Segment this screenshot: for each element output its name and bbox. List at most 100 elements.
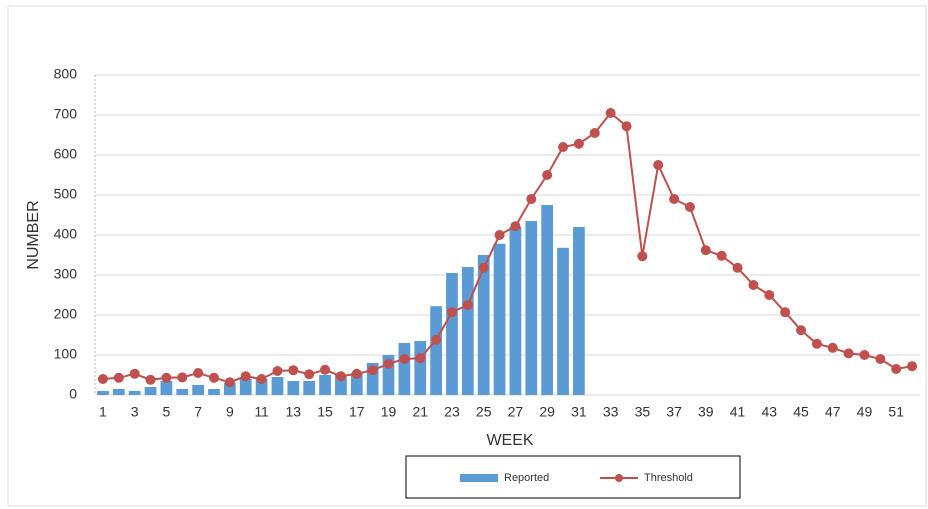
y-tick-label: 400 — [54, 226, 78, 242]
marker — [415, 353, 426, 364]
marker — [684, 202, 695, 212]
x-tick-label: 19 — [381, 404, 397, 420]
x-tick-label: 47 — [825, 404, 841, 420]
bar — [176, 389, 189, 395]
y-tick-label: 800 — [54, 66, 78, 82]
line — [102, 111, 913, 384]
marker — [542, 170, 553, 180]
bar — [493, 243, 506, 395]
x-tick-label: 15 — [317, 404, 333, 420]
marker — [97, 374, 108, 384]
marker — [113, 372, 124, 383]
legend-label: Threshold — [644, 472, 693, 484]
bar — [573, 227, 585, 395]
marker — [700, 245, 711, 256]
x-axis-label: WEEK — [486, 432, 533, 449]
marker — [780, 307, 791, 318]
marker — [637, 251, 648, 262]
x-tick-label: 51 — [888, 404, 904, 420]
legend-swatch — [615, 474, 623, 482]
marker — [827, 342, 838, 353]
y-tick-label: 0 — [69, 386, 77, 402]
x-tick-label: 13 — [286, 404, 302, 420]
marker — [621, 121, 632, 132]
bar — [446, 273, 458, 395]
bar — [319, 375, 331, 395]
bar — [128, 391, 141, 395]
marker — [304, 369, 315, 380]
y-tick-label: 100 — [54, 346, 78, 362]
bar — [271, 377, 284, 395]
x-tick-label: 35 — [635, 404, 651, 420]
marker — [526, 194, 537, 204]
bar — [382, 355, 395, 395]
marker — [367, 365, 378, 376]
marker — [558, 142, 569, 152]
marker — [399, 354, 410, 364]
marker — [748, 280, 759, 290]
marker — [875, 354, 886, 364]
marker — [272, 366, 283, 376]
marker — [383, 358, 394, 369]
marker — [129, 368, 140, 379]
bar — [525, 221, 538, 395]
bar — [255, 379, 268, 395]
marker — [843, 348, 854, 359]
marker — [653, 160, 664, 170]
bar — [160, 381, 173, 395]
marker — [351, 368, 362, 379]
x-tick-label: 1 — [99, 404, 107, 420]
marker — [494, 230, 505, 240]
bar — [430, 306, 442, 395]
chart-border — [7, 5, 927, 507]
bar — [239, 379, 252, 395]
legend-swatch — [460, 474, 498, 482]
marker — [224, 377, 235, 388]
marker — [811, 338, 822, 349]
legend-label: Reported — [504, 472, 549, 484]
bar — [287, 381, 300, 395]
marker — [716, 250, 727, 261]
marker — [732, 262, 743, 273]
bar — [477, 255, 490, 395]
bar — [208, 389, 220, 395]
marker — [193, 368, 204, 378]
x-tick-label: 31 — [571, 404, 587, 420]
y-tick-label: 300 — [54, 266, 78, 282]
bar — [192, 385, 204, 395]
marker — [478, 262, 489, 273]
x-tick-label: 17 — [349, 404, 365, 420]
marker — [288, 365, 299, 376]
legend-box — [405, 455, 741, 499]
marker — [256, 374, 267, 384]
bar — [112, 389, 125, 395]
x-tick-label: 37 — [666, 404, 682, 420]
bar — [366, 363, 379, 395]
marker — [240, 371, 251, 382]
bar — [144, 387, 157, 395]
x-tick-label: 9 — [226, 404, 234, 420]
marker — [764, 290, 775, 300]
marker — [446, 307, 457, 318]
marker — [891, 364, 902, 374]
marker — [510, 221, 521, 232]
bar — [509, 227, 522, 395]
bar — [398, 343, 411, 395]
marker — [462, 300, 473, 310]
x-tick-label: 29 — [539, 404, 555, 420]
x-tick-label: 49 — [857, 404, 873, 420]
marker — [605, 108, 616, 118]
bar — [461, 267, 474, 395]
bar — [97, 391, 109, 395]
x-tick-label: 43 — [761, 404, 777, 420]
marker — [431, 334, 442, 345]
marker — [335, 371, 346, 382]
marker — [907, 361, 918, 372]
x-tick-label: 39 — [698, 404, 714, 420]
marker — [573, 138, 584, 149]
bar — [541, 205, 554, 395]
y-axis-label: NUMBER — [25, 200, 42, 269]
bar — [335, 375, 347, 395]
bar — [557, 247, 569, 395]
